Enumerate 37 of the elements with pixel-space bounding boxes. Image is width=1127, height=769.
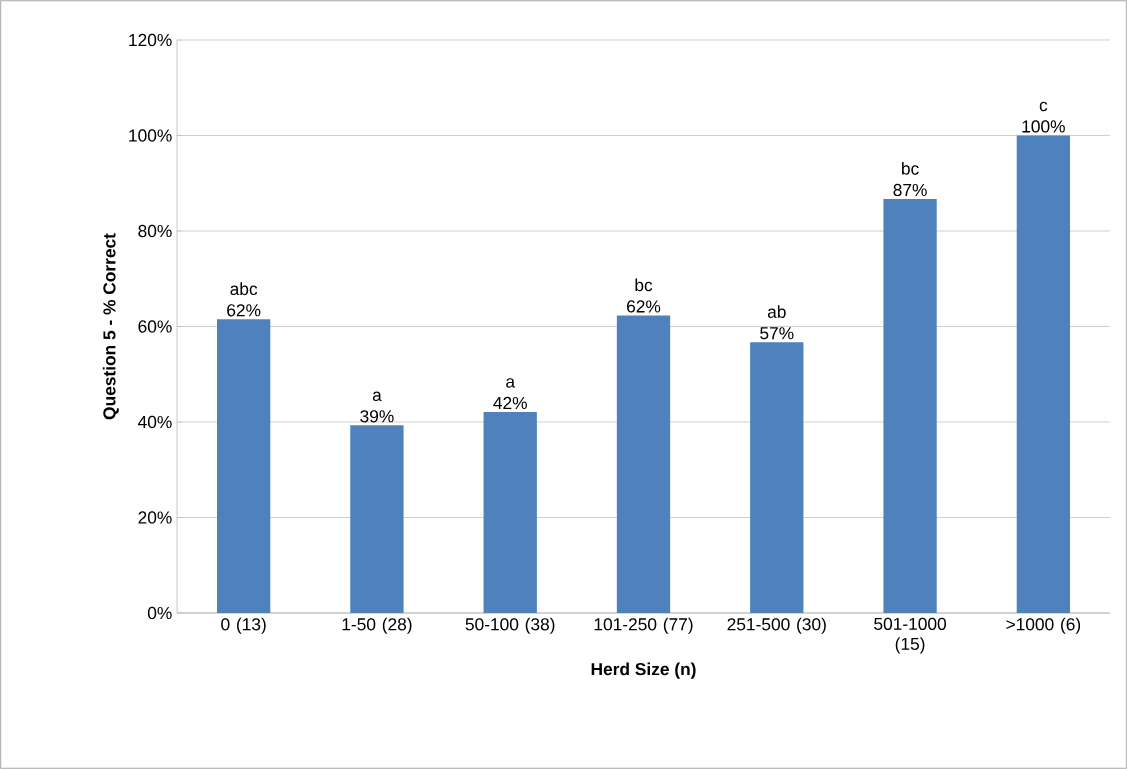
- annotation: bc: [902, 162, 919, 175]
- y-tick-label: 60%: [138, 320, 172, 333]
- x-tick-label: 251-500 (30): [727, 617, 826, 634]
- y-tick-label: 20%: [138, 511, 172, 524]
- annotation: abc: [230, 282, 258, 296]
- x-tick-label: 501-1000 (15): [874, 617, 947, 654]
- y-tick-label: 40%: [138, 415, 172, 429]
- bar: [883, 199, 937, 613]
- annotation: bc: [635, 278, 653, 292]
- y-tick-label: 80%: [138, 224, 172, 238]
- annotation: ab: [767, 305, 786, 318]
- x-tick-label: 0 (13): [221, 617, 266, 634]
- annotation: a: [372, 391, 382, 402]
- bar: [750, 342, 804, 613]
- y-tick-label: 100%: [129, 129, 172, 142]
- x-axis-title: Herd Size (n): [591, 662, 696, 679]
- x-tick-label: >1000 (6): [1006, 617, 1081, 634]
- data-label: 62%: [627, 300, 661, 313]
- bar: [216, 319, 271, 613]
- data-label: 62%: [227, 304, 261, 317]
- x-tick-label: 50-100 (38): [465, 617, 555, 634]
- annotation: a: [506, 378, 516, 388]
- y-axis-title: Question 5 - % Correct: [102, 233, 119, 420]
- annotation: c: [1039, 101, 1048, 112]
- y-tick-label: 0%: [147, 606, 172, 620]
- x-tick-label: 1-50 (28): [342, 617, 412, 634]
- bar: [616, 315, 671, 613]
- bar: [483, 411, 537, 613]
- data-label: 57%: [760, 327, 794, 340]
- y-tick-label: 120%: [129, 33, 172, 47]
- bar: [1016, 135, 1071, 613]
- data-label: 42%: [493, 396, 527, 410]
- data-label: 100%: [1022, 120, 1065, 133]
- bar: [350, 425, 404, 613]
- data-label: 87%: [893, 183, 927, 197]
- data-label: 39%: [360, 410, 394, 423]
- x-tick-label: 101-250 (77): [594, 617, 693, 634]
